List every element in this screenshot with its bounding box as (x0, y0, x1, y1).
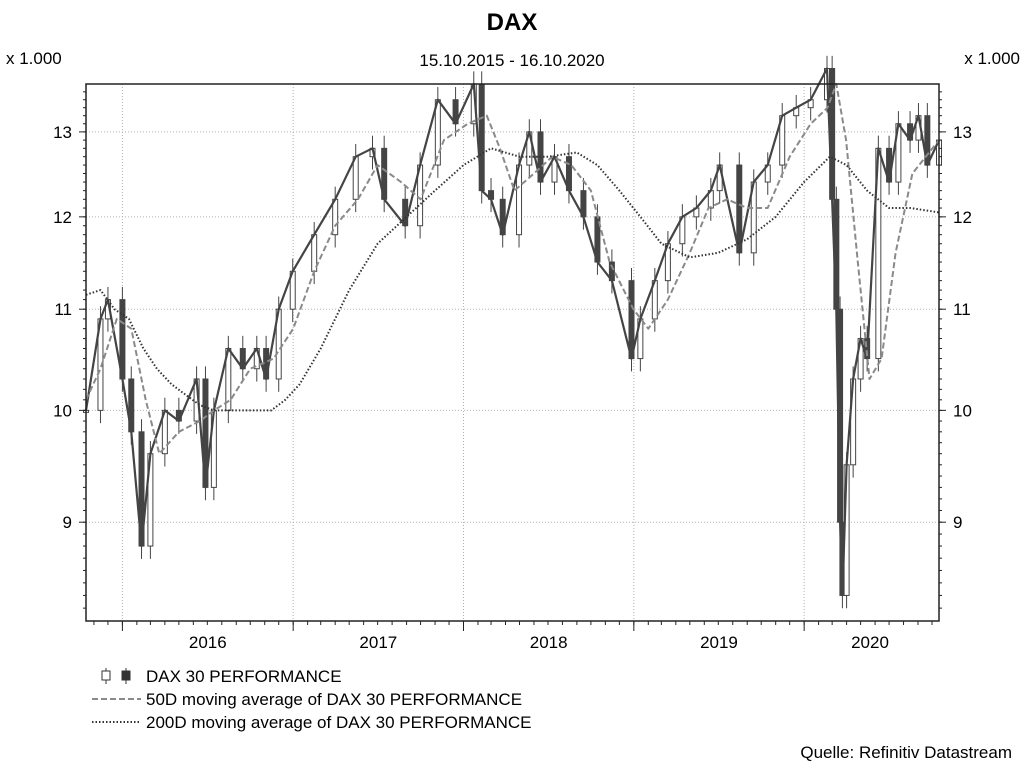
y-tick-label-right: 13 (953, 123, 972, 142)
legend-label-ma200: 200D moving average of DAX 30 PERFORMANC… (146, 713, 532, 732)
price-candle (857, 325, 864, 392)
price-series-line (84, 67, 940, 597)
legend-label-ma50: 50D moving average of DAX 30 PERFORMANCE (146, 690, 522, 709)
legend: DAX 30 PERFORMANCE 50D moving average of… (92, 667, 532, 732)
price-candle (253, 335, 260, 382)
price-candle (679, 204, 686, 257)
y-tick-label-left: 11 (54, 300, 72, 319)
candle-body (352, 156, 359, 200)
source-note: Quelle: Refinitiv Datastream (800, 743, 1012, 762)
price-candle (807, 87, 814, 121)
chart-title: DAX (487, 9, 538, 36)
series-layer (83, 55, 942, 609)
left-axis-unit: x 1.000 (6, 49, 62, 68)
y-tick-label-left: 12 (53, 208, 72, 227)
price-candle (924, 103, 931, 178)
price-candles (83, 55, 942, 609)
right-axis-unit: x 1.000 (964, 49, 1020, 68)
y-tick-label-right: 12 (953, 208, 972, 227)
price-candle (239, 335, 246, 382)
price-candle (693, 195, 700, 230)
legend-candle-icon (101, 668, 131, 684)
x-ticks: 2016 2017 2018 2019 2020 (93, 621, 933, 652)
price-candle (161, 397, 168, 467)
y-tick-label-right: 11 (953, 300, 971, 319)
grid-lines (86, 84, 939, 621)
price-candle (402, 186, 409, 239)
price-candle (452, 87, 459, 137)
x-tick-label: 2016 (189, 633, 227, 652)
right-y-ticks: 9 10 11 12 13 (939, 91, 972, 609)
y-tick-label-right: 10 (953, 401, 972, 420)
y-tick-label-left: 13 (53, 123, 72, 142)
x-tick-label: 2020 (851, 633, 889, 652)
left-y-ticks: 9 10 11 12 13 (53, 91, 86, 609)
price-candle (499, 186, 506, 248)
legend-label-candles: DAX 30 PERFORMANCE (146, 667, 342, 686)
y-tick-label-left: 9 (63, 513, 72, 532)
y-tick-label-right: 9 (953, 513, 962, 532)
y-tick-label-left: 10 (53, 401, 72, 420)
plot-frame (85, 83, 940, 622)
x-tick-label: 2017 (359, 633, 397, 652)
x-tick-label: 2019 (700, 633, 738, 652)
chart-subtitle: 15.10.2015 - 16.10.2020 (419, 51, 604, 70)
price-candle (551, 144, 558, 195)
price-candle (716, 152, 723, 204)
price-candle (793, 95, 800, 129)
x-tick-label: 2018 (530, 633, 568, 652)
price-candle (526, 119, 533, 178)
ma50-series-line (85, 83, 940, 455)
